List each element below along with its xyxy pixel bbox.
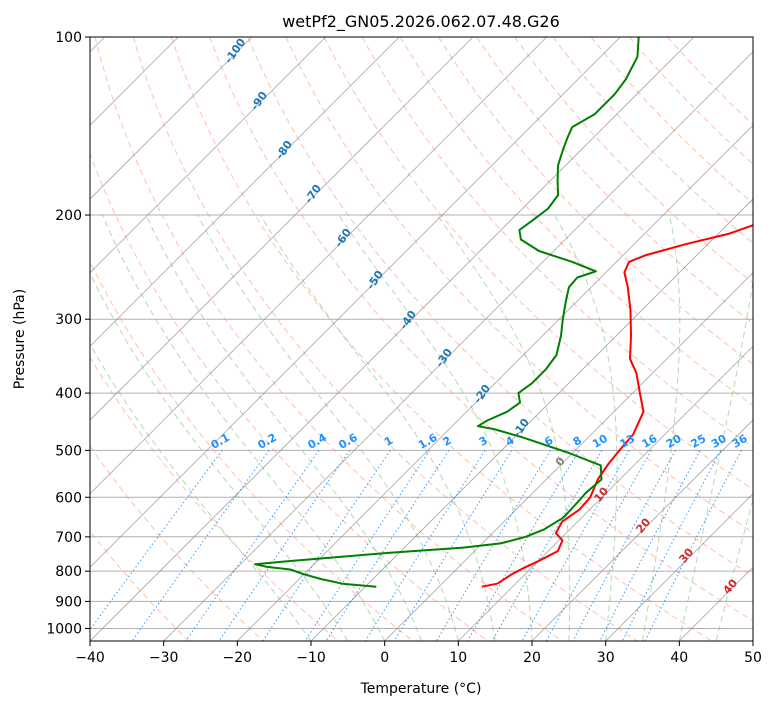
x-tick-label: −40: [75, 650, 105, 666]
mixing-ratio-line: [185, 450, 320, 641]
mixing-ratio-line: [90, 450, 223, 631]
isotherm-line: [310, 198, 753, 641]
sounding-curves: [254, 37, 753, 588]
isotherm-line: [605, 493, 753, 641]
pressure-grid: [90, 37, 753, 629]
y-tick-label: 100: [55, 30, 82, 46]
x-tick-label: 40: [670, 650, 688, 666]
plot-background: [90, 37, 753, 641]
plot-area: [90, 37, 753, 641]
y-tick-label: 400: [55, 386, 82, 402]
mixing-ratio-line: [131, 450, 270, 641]
moist-adiabat-line: [642, 214, 681, 641]
y-tick-label: 700: [55, 530, 82, 546]
isotherm-line: [90, 37, 695, 641]
x-tick-label: 30: [597, 650, 615, 666]
y-tick-label: 1000: [46, 622, 82, 638]
dry-adiabat-line: [90, 445, 264, 641]
x-tick-label: −30: [149, 650, 179, 666]
moist-adiabat-line: [145, 214, 422, 641]
isotherm-line: [90, 37, 253, 200]
dewpoint-curve: [254, 37, 640, 588]
isotherm-line: [90, 37, 547, 495]
moist-adiabat-line: [554, 214, 618, 641]
x-tick-label: −10: [296, 650, 326, 666]
x-tick-label: 0: [380, 650, 389, 666]
mixing-ratio-line: [545, 450, 652, 641]
mixing-ratio-line: [599, 450, 701, 641]
dry-adiabat-line: [94, 37, 563, 641]
mixing-ratio-line: [393, 450, 513, 641]
dry-adiabat-line: [476, 37, 753, 325]
moist-adiabat-line: [90, 343, 312, 641]
isotherm-line: [531, 419, 753, 641]
chart-title: wetPf2_GN05.2026.062.07.48.G26: [282, 12, 560, 32]
mixing-ratio-line: [262, 450, 391, 641]
moist-adiabat-line: [678, 277, 753, 641]
y-tick-label: 900: [55, 594, 82, 610]
mixing-ratio-line: [621, 450, 722, 641]
y-tick-label: 200: [55, 208, 82, 224]
moist-adiabat-line: [90, 272, 349, 641]
dry-adiabat-line: [437, 37, 753, 365]
mixing-ratio-line: [491, 450, 603, 641]
isotherm-line: [90, 37, 474, 421]
dry-adiabat-line: [209, 37, 753, 622]
isotherm-line: [384, 272, 753, 641]
moist-adiabat-line: [259, 214, 496, 641]
y-axis: 100 200 300 400 500 600 700 800 900 1000: [46, 30, 90, 638]
isotherms: [90, 37, 753, 641]
mixing-ratio-line: [572, 450, 676, 641]
isotherm-line: [90, 37, 326, 274]
dry-adiabat-line: [247, 37, 753, 577]
x-tick-label: 50: [744, 650, 762, 666]
moist-adiabat-line: [197, 214, 459, 641]
y-tick-label: 300: [55, 312, 82, 328]
plot-frame: [89, 36, 754, 642]
dry-adiabat-line: [90, 152, 488, 641]
dry-adiabat-line: [170, 37, 712, 641]
dry-adiabat-line: [132, 37, 638, 641]
x-tick-label: −20: [223, 650, 253, 666]
x-axis-label: Temperature (°C): [360, 681, 482, 697]
isotherm-line: [237, 124, 753, 641]
mixing-ratio-line: [364, 450, 486, 641]
isotherm-line: [458, 345, 753, 641]
moist-adiabat-line: [436, 214, 571, 641]
dry-adiabat-line: [323, 37, 753, 491]
mixing-ratio-line: [644, 450, 742, 641]
moist-adiabat-line: [102, 214, 386, 641]
x-tick-label: 10: [449, 650, 467, 666]
y-tick-label: 600: [55, 490, 82, 506]
isotherm-line: [163, 51, 753, 641]
y-axis-label: Pressure (hPa): [12, 289, 28, 389]
isotherm-line: [90, 37, 621, 568]
x-axis: −40 −30 −20 −10 0 10 20 30 40 50: [75, 641, 762, 666]
isotherm-line: [90, 37, 400, 347]
moist-adiabat-line: [338, 214, 533, 641]
temperature-curve: [481, 224, 753, 588]
moist-adiabats: [90, 214, 753, 641]
y-tick-label: 500: [55, 443, 82, 459]
x-tick-label: 20: [523, 650, 541, 666]
y-tick-label: 800: [55, 564, 82, 580]
